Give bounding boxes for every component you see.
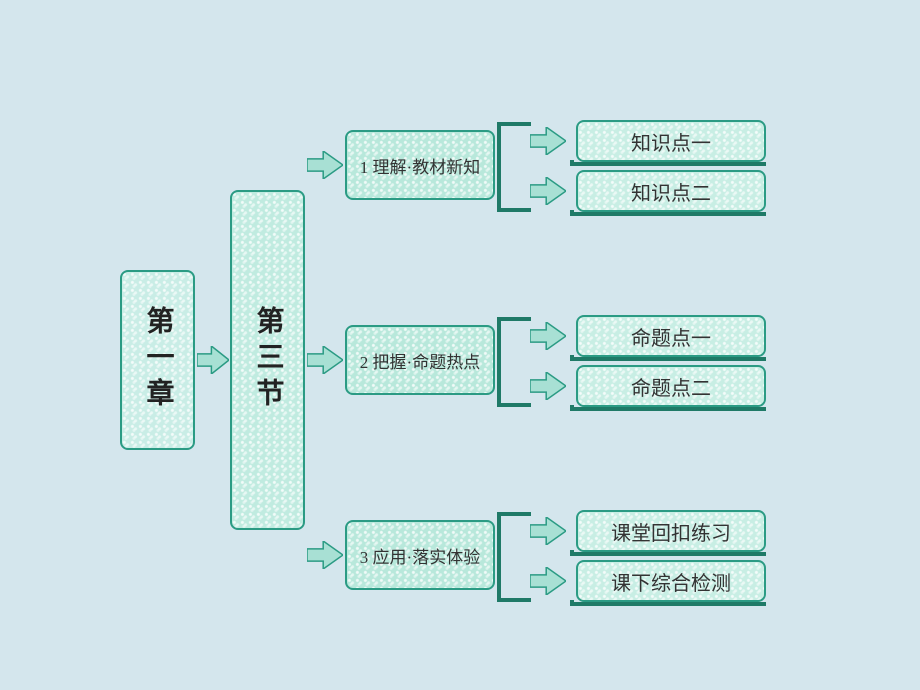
leaf-3-label: 命题点二	[631, 372, 711, 401]
leaf-2: 命题点一	[576, 315, 766, 357]
leaf-bracket-0	[497, 122, 531, 212]
node-root-label: 第一章	[138, 306, 178, 414]
leaf-underline-3	[570, 405, 766, 411]
leaf-1: 知识点二	[576, 170, 766, 212]
leaf-1-label: 知识点二	[631, 177, 711, 206]
leaf-underline-0	[570, 160, 766, 166]
arrow-5	[530, 177, 566, 205]
leaf-5-label: 课下综合检测	[611, 567, 731, 596]
leaf-3: 命题点二	[576, 365, 766, 407]
node-level3-0-label: 1 理解·教材新知	[360, 153, 480, 178]
node-level2-label: 第三节	[248, 306, 288, 414]
arrow-4	[530, 127, 566, 155]
node-level3-2-label: 3 应用·落实体验	[360, 543, 480, 568]
leaf-bracket-1	[497, 317, 531, 407]
leaf-2-label: 命题点一	[631, 322, 711, 351]
leaf-underline-2	[570, 355, 766, 361]
node-level3-0: 1 理解·教材新知	[345, 130, 495, 200]
leaf-bracket-2	[497, 512, 531, 602]
arrow-2	[307, 346, 343, 374]
node-level2: 第三节	[230, 190, 305, 530]
node-root: 第一章	[120, 270, 195, 450]
leaf-0: 知识点一	[576, 120, 766, 162]
arrow-0	[197, 346, 229, 374]
node-level3-1: 2 把握·命题热点	[345, 325, 495, 395]
leaf-underline-5	[570, 600, 766, 606]
arrow-7	[530, 372, 566, 400]
leaf-underline-1	[570, 210, 766, 216]
arrow-9	[530, 567, 566, 595]
node-level3-2: 3 应用·落实体验	[345, 520, 495, 590]
arrow-8	[530, 517, 566, 545]
leaf-4-label: 课堂回扣练习	[611, 517, 731, 546]
leaf-underline-4	[570, 550, 766, 556]
arrow-3	[307, 541, 343, 569]
leaf-0-label: 知识点一	[631, 127, 711, 156]
arrow-1	[307, 151, 343, 179]
leaf-5: 课下综合检测	[576, 560, 766, 602]
arrow-6	[530, 322, 566, 350]
node-level3-1-label: 2 把握·命题热点	[360, 348, 480, 373]
leaf-4: 课堂回扣练习	[576, 510, 766, 552]
